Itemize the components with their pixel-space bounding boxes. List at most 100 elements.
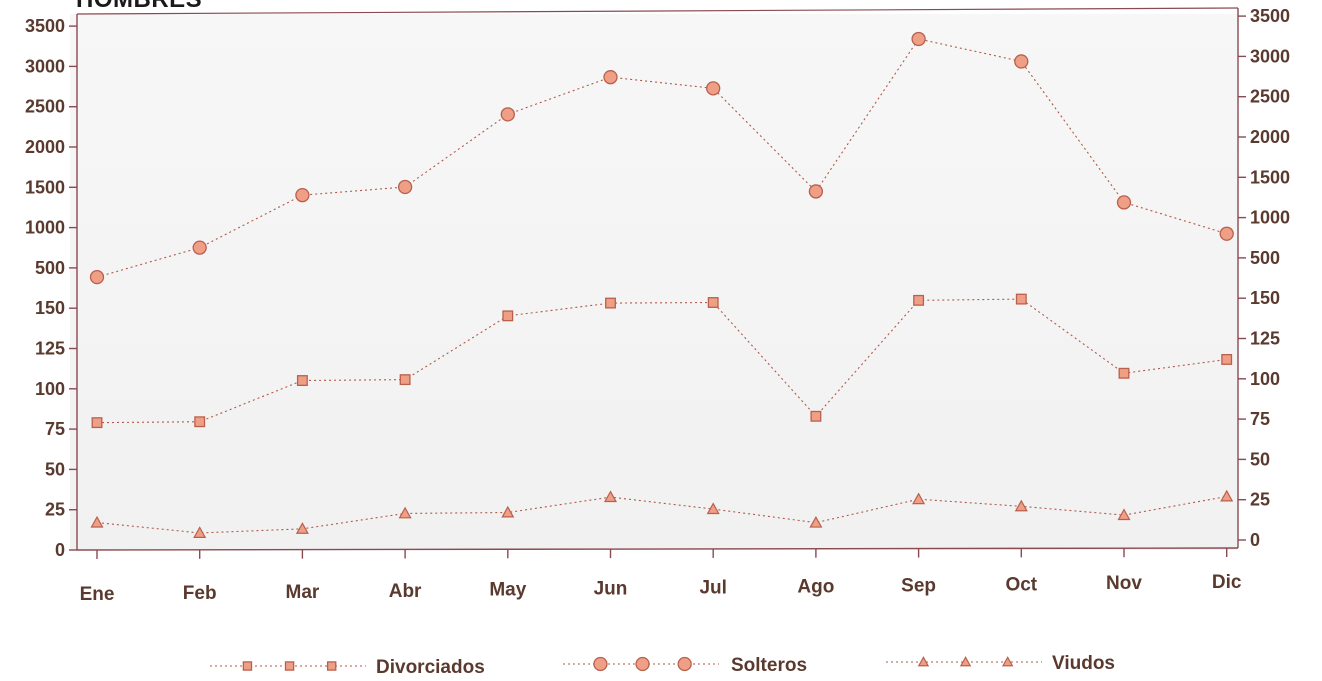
legend-label: Divorciados [376, 657, 485, 678]
right-tick-label: 75 [1250, 409, 1270, 429]
point-square [194, 416, 206, 428]
x-tick-label: Feb [183, 583, 217, 604]
point-square [1015, 293, 1027, 305]
point-triangle [295, 522, 309, 534]
point-circle [89, 269, 105, 285]
point-triangle [1117, 508, 1131, 521]
point-circle [635, 656, 650, 672]
point-square [605, 297, 616, 309]
plot-area [70, 14, 1238, 550]
right-tick-label: 150 [1250, 288, 1280, 308]
point-triangle [501, 505, 515, 518]
left-tick-label: 25 [45, 500, 65, 520]
legend-item-solteros: Solteros [563, 655, 807, 676]
point-triangle [1001, 656, 1014, 667]
point-triangle [809, 515, 823, 528]
bottom-axis-line [76, 547, 1239, 551]
left-tick-label: 50 [45, 459, 65, 479]
left-tick-label: 0 [55, 540, 65, 560]
point-circle [706, 81, 721, 96]
x-tick-label: Sep [901, 575, 936, 596]
point-circle [1014, 54, 1029, 69]
point-triangle [1014, 499, 1028, 512]
left-tick-label: 2000 [25, 137, 65, 157]
point-square [284, 661, 295, 671]
x-tick-label: Dic [1212, 572, 1242, 593]
legend-item-viudos: Viudos [886, 653, 1115, 674]
legend: Divorciados Solteros Viudos [210, 653, 1115, 678]
point-circle [593, 656, 608, 672]
x-tick-label: Nov [1106, 573, 1142, 594]
point-square [399, 374, 411, 386]
x-tick-label: May [489, 580, 526, 601]
point-square [326, 661, 337, 671]
point-square [913, 294, 925, 306]
right-tick-label: 1500 [1250, 167, 1290, 187]
point-triangle [1220, 489, 1234, 502]
x-tick-label: Oct [1005, 574, 1037, 595]
series-line [96, 38, 1227, 278]
left-tick-label: 1000 [25, 218, 65, 238]
series-solteros [89, 31, 1234, 285]
x-tick-label: Ago [797, 576, 834, 597]
right-tick-label: 2500 [1250, 87, 1290, 107]
point-square [1118, 367, 1130, 379]
right-tick-label: 50 [1250, 449, 1270, 469]
left-tick-label: 150 [35, 298, 65, 318]
point-triangle [398, 506, 412, 519]
right-tick-label: 25 [1250, 490, 1270, 510]
x-tick-label: Mar [286, 582, 320, 603]
left-tick-label: 75 [45, 419, 65, 439]
legend-item-divorciados: Divorciados [210, 657, 485, 678]
point-square [1221, 354, 1233, 365]
right-tick-label: 500 [1250, 248, 1280, 268]
right-tick-label: 125 [1250, 329, 1280, 349]
left-tick-label: 1500 [25, 177, 65, 197]
point-circle [1219, 226, 1234, 241]
left-tick-label: 500 [35, 258, 65, 278]
right-tick-label: 2000 [1250, 127, 1290, 147]
x-tick-label: Jun [594, 579, 628, 600]
point-square [707, 297, 719, 308]
x-tick-label: Abr [389, 581, 422, 602]
series-divorciados [91, 293, 1233, 429]
left-tick-label: 3500 [25, 16, 65, 36]
series-line [96, 298, 1227, 424]
point-triangle [603, 490, 618, 503]
point-circle [192, 240, 207, 255]
point-triangle [912, 492, 926, 505]
point-square [296, 375, 308, 386]
legend-label: Viudos [1052, 653, 1115, 674]
point-circle [500, 107, 515, 122]
chart-title: HOMBRES [76, 0, 202, 14]
right-tick-label: 0 [1250, 530, 1260, 550]
point-circle [603, 70, 618, 85]
point-triangle [193, 526, 207, 538]
right-tick-label: 3500 [1250, 6, 1290, 26]
right-tick-label: 3000 [1250, 46, 1290, 66]
series-viudos [90, 489, 1234, 538]
x-tick-label: Ene [80, 584, 115, 605]
point-circle [397, 179, 413, 195]
point-triangle [917, 656, 930, 667]
x-tick-label: Jul [699, 578, 726, 599]
point-square [91, 417, 103, 429]
right-tick-label: 1000 [1250, 208, 1290, 228]
point-triangle [706, 502, 720, 515]
point-triangle [959, 656, 972, 667]
left-tick-label: 3000 [25, 56, 65, 76]
point-circle [808, 184, 824, 199]
point-square [242, 661, 253, 671]
top-frame-line [76, 7, 1239, 15]
left-tick-label: 100 [35, 379, 65, 399]
point-triangle [90, 515, 104, 528]
point-square [810, 410, 822, 422]
point-circle [1116, 195, 1132, 210]
point-circle [677, 656, 692, 672]
legend-label: Solteros [731, 655, 807, 676]
left-tick-label: 2500 [25, 97, 65, 117]
point-circle [295, 188, 310, 203]
point-circle [911, 31, 926, 47]
left-tick-label: 125 [35, 339, 65, 359]
